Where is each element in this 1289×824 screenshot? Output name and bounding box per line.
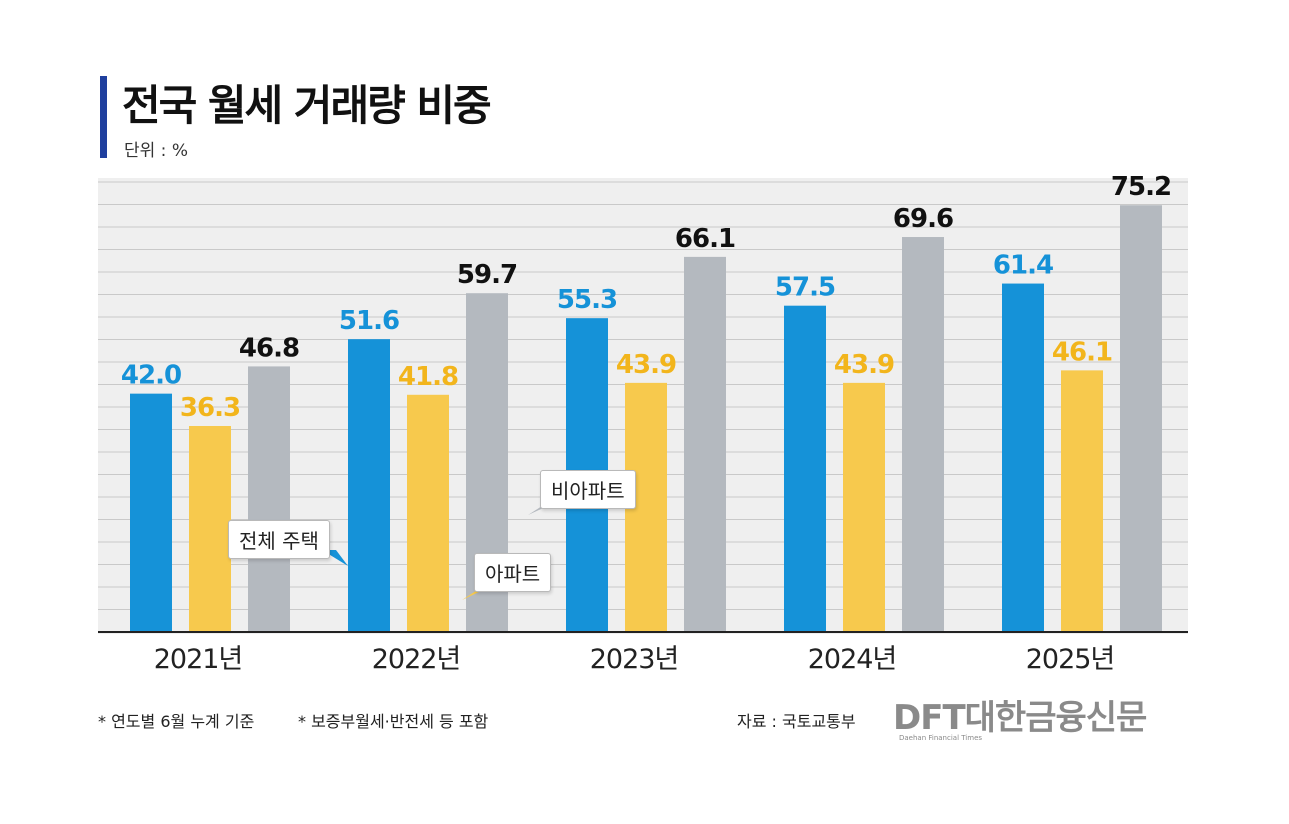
footnote-basis: * 연도별 6월 누계 기준	[98, 712, 255, 731]
publisher-logo-subtext: Daehan Financial Times	[899, 734, 983, 742]
data-label: 43.9	[616, 350, 676, 380]
callout-non-apartment: 비아파트	[540, 470, 636, 509]
publisher-logo: DFT대한금융신문 Daehan Financial Times	[893, 698, 1147, 742]
data-label: 57.5	[775, 273, 835, 303]
data-label: 61.4	[993, 251, 1053, 281]
bar	[902, 237, 944, 632]
data-label: 36.3	[180, 393, 240, 423]
data-label: 69.6	[893, 204, 953, 234]
publisher-logo-text: DFT대한금융신문	[893, 698, 1147, 738]
bar	[684, 256, 726, 632]
data-label: 41.8	[398, 362, 458, 392]
title-accent-bar	[100, 76, 107, 158]
bar	[407, 394, 449, 632]
bar	[130, 393, 172, 632]
source-label: 자료 : 국토교통부	[737, 712, 856, 731]
chart-title: 전국 월세 거래량 비중	[122, 81, 492, 130]
data-label: 55.3	[557, 285, 617, 315]
data-label: 42.0	[121, 361, 181, 391]
bar	[784, 305, 826, 632]
x-tick-label: 2025년	[1026, 644, 1115, 675]
bar	[348, 339, 390, 632]
x-tick-label: 2021년	[154, 644, 243, 675]
data-label: 46.8	[239, 333, 299, 363]
data-label: 59.7	[457, 260, 517, 290]
bar	[1002, 283, 1044, 632]
callout-apartment: 아파트	[474, 553, 552, 592]
footnote-includes: * 보증부월세·반전세 등 포함	[298, 712, 489, 731]
data-label: 66.1	[675, 224, 735, 254]
data-label: 75.2	[1111, 172, 1171, 202]
bar	[1061, 370, 1103, 632]
data-label: 46.1	[1052, 337, 1112, 367]
x-tick-label: 2023년	[590, 644, 679, 675]
unit-label: 단위 : %	[124, 141, 188, 161]
bar	[248, 366, 290, 632]
data-label: 51.6	[339, 306, 399, 336]
x-tick-label: 2022년	[372, 644, 461, 675]
bar	[189, 425, 231, 632]
callout-total-housing: 전체 주택	[228, 520, 330, 559]
data-label: 43.9	[834, 350, 894, 380]
bar	[1120, 205, 1162, 633]
x-tick-label: 2024년	[808, 644, 897, 675]
bar	[843, 382, 885, 632]
